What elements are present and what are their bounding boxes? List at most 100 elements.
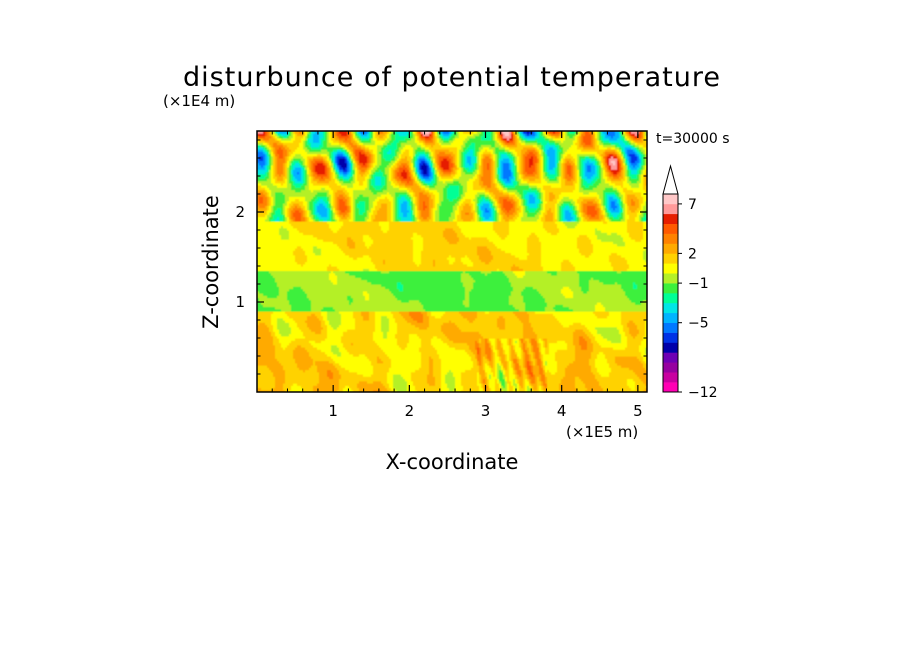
contour-cell xyxy=(603,173,606,177)
contour-cell xyxy=(535,200,540,204)
contour-cell xyxy=(525,209,530,213)
contour-cell xyxy=(605,205,608,209)
contour-cell xyxy=(545,191,550,195)
contour-cell xyxy=(511,284,580,287)
contour-cell xyxy=(483,358,488,362)
contour-cell xyxy=(475,209,478,213)
contour-cell xyxy=(331,324,340,328)
contour-cell xyxy=(435,164,438,168)
contour-cell xyxy=(341,209,346,213)
contour-cell xyxy=(275,383,284,386)
contour-cell xyxy=(577,389,586,392)
contour-cell xyxy=(545,344,548,348)
contour-cell xyxy=(621,218,626,222)
contour-cell xyxy=(495,362,498,366)
contour-cell xyxy=(257,380,276,384)
contour-cell xyxy=(539,385,542,389)
contour-cell xyxy=(509,277,580,281)
contour-cell xyxy=(293,169,302,173)
contour-cell xyxy=(421,234,444,238)
contour-cell xyxy=(435,171,438,175)
contour-cell xyxy=(473,182,480,186)
contour-cell xyxy=(413,254,422,258)
contour-cell xyxy=(379,344,400,348)
contour-cell xyxy=(485,385,488,389)
contour-cell xyxy=(643,389,647,392)
contour-cell xyxy=(439,218,450,222)
contour-cell xyxy=(475,212,478,215)
contour-cell xyxy=(351,342,354,346)
contour-cell xyxy=(313,250,322,254)
contour-cell xyxy=(643,196,647,200)
contour-cell xyxy=(285,200,288,204)
contour-cell xyxy=(503,178,508,182)
contour-cell xyxy=(637,169,640,173)
contour-cell xyxy=(447,189,460,193)
contour-cell xyxy=(503,169,512,173)
contour-cell xyxy=(371,362,392,366)
contour-cell xyxy=(625,257,644,260)
contour-cell xyxy=(607,178,612,182)
contour-cell xyxy=(645,214,647,218)
contour-cell xyxy=(615,356,638,359)
contour-cell xyxy=(569,209,574,213)
contour-cell xyxy=(643,227,647,231)
contour-cell xyxy=(483,380,486,384)
contour-cell xyxy=(527,362,530,366)
contour-cell xyxy=(555,371,566,375)
contour-cell xyxy=(307,167,310,170)
contour-cell xyxy=(539,378,542,382)
contour-cell xyxy=(497,167,500,170)
contour-cell xyxy=(583,178,586,182)
contour-cell xyxy=(527,214,536,218)
contour-cell xyxy=(579,272,647,276)
contour-cell xyxy=(485,347,492,350)
contour-cell xyxy=(337,367,346,371)
contour-cell xyxy=(509,376,516,380)
contour-cell xyxy=(635,203,640,206)
contour-cell xyxy=(341,185,348,188)
contour-cell xyxy=(529,353,532,357)
contour-cell xyxy=(281,308,292,312)
contour-cell xyxy=(525,173,536,177)
contour-cell xyxy=(333,241,348,245)
contour-cell xyxy=(627,295,647,299)
contour-cell xyxy=(325,338,342,341)
contour-cell xyxy=(421,187,426,191)
contour-cell xyxy=(551,232,558,236)
contour-cell xyxy=(327,313,342,317)
contour-cell xyxy=(307,169,310,173)
contour-cell xyxy=(377,360,384,364)
contour-cell xyxy=(625,194,628,197)
contour-cell xyxy=(575,185,580,188)
contour-cell xyxy=(623,194,626,197)
contour-cell xyxy=(609,200,612,204)
contour-cell xyxy=(355,212,360,215)
contour-cell xyxy=(545,196,550,200)
contour-cell xyxy=(301,245,314,249)
contour-cell xyxy=(625,209,628,213)
contour-cell xyxy=(531,367,534,371)
contour-cell xyxy=(523,297,546,301)
contour-cell xyxy=(455,259,462,263)
contour-cell xyxy=(351,295,366,299)
contour-cell xyxy=(573,209,576,213)
contour-cell xyxy=(257,340,274,344)
contour-cell xyxy=(389,198,394,202)
contour-cell xyxy=(391,387,396,391)
contour-cell xyxy=(643,200,646,204)
contour-cell xyxy=(523,322,532,326)
contour-cell xyxy=(561,167,564,170)
contour-cell xyxy=(455,209,460,213)
contour-cell xyxy=(519,176,522,179)
contour-cell xyxy=(503,376,506,380)
contour-cell xyxy=(257,338,274,341)
contour-cell xyxy=(409,203,412,206)
contour-cell xyxy=(445,311,460,314)
contour-cell xyxy=(613,347,626,350)
contour-cell xyxy=(271,169,274,173)
contour-cell xyxy=(371,162,374,166)
contour-cell xyxy=(389,288,400,292)
contour-cell xyxy=(475,353,478,357)
contour-cell xyxy=(441,329,462,332)
